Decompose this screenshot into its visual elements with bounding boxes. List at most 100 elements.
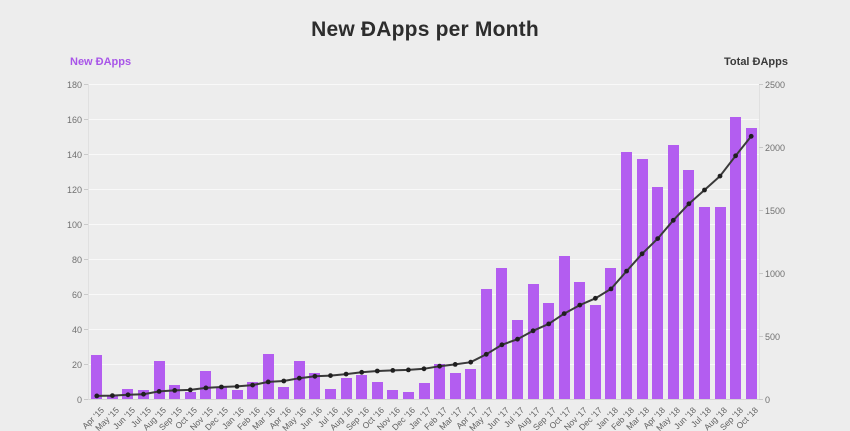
line-point[interactable]: Aug '17: 541 [530,328,536,334]
gridline [89,294,759,295]
gridline [89,154,759,155]
line-point[interactable]: Jun '17: 430 [499,342,505,348]
bar[interactable] [496,267,508,399]
line-point[interactable]: May '17: 355 [483,351,489,357]
bar[interactable] [278,386,290,399]
bar[interactable] [589,304,601,399]
line-point[interactable]: Jul '17: 475 [515,336,520,342]
line-point[interactable]: Nov '17: 745 [577,302,583,308]
right-axis-tick-label: 0 [765,395,771,405]
line-point[interactable]: Nov '16: 227 [390,368,396,373]
line-point[interactable]: Aug '16: 198 [343,371,349,377]
line-point[interactable]: Jun '16: 180 [312,373,318,379]
line-point[interactable]: May '18: 1418 [670,217,676,223]
bar[interactable] [340,378,352,399]
bar[interactable] [309,372,321,399]
bar[interactable] [449,372,461,399]
line-point[interactable]: Dec '17: 799 [593,295,598,301]
bar[interactable] [184,392,196,399]
left-axis-tickmark [84,399,88,400]
bar[interactable] [698,206,710,399]
bar[interactable] [667,145,679,399]
line-point[interactable]: Feb '16: 110 [250,382,256,388]
line-point[interactable]: Dec '16: 231 [406,367,411,373]
bar[interactable] [714,206,726,399]
left-axis-tick-label: 120 [66,185,82,195]
bar[interactable] [480,288,492,399]
bar[interactable] [543,302,555,399]
bar[interactable] [371,381,383,399]
bar[interactable] [215,386,227,399]
bar[interactable] [574,281,586,399]
bar[interactable] [652,187,664,399]
left-axis-tickmark [84,119,88,120]
line-point[interactable]: Sep '17: 596 [546,321,552,327]
line-point[interactable]: Jul '16: 186 [328,373,333,378]
line-point[interactable]: Oct '16: 222 [374,368,380,374]
line-point[interactable]: Jun '15: 33 [125,392,131,398]
bar[interactable] [418,383,430,399]
line-point[interactable]: Aug '18: 1769 [717,173,723,179]
bar[interactable] [683,169,695,399]
bar[interactable] [356,374,368,399]
bar[interactable] [325,388,336,399]
line-point[interactable]: Sep '18: 1930 [733,153,738,159]
right-axis-tick-label: 2000 [765,143,786,153]
bar[interactable] [636,159,648,399]
line-point[interactable]: Jul '18: 1659 [702,187,707,193]
line-point[interactable]: Jan '17: 240 [421,366,427,372]
bar[interactable] [231,390,243,399]
line-point[interactable]: Dec '15: 95 [219,384,224,390]
bar[interactable] [730,117,742,399]
bar[interactable] [527,283,539,399]
gridline [89,189,759,190]
left-axis-tickmark [84,154,88,155]
line-point[interactable]: Nov '15: 88 [203,385,209,391]
bar[interactable] [434,364,446,399]
line-point[interactable]: Apr '17: 292 [468,359,474,365]
line-point[interactable]: Sep '15: 68 [172,388,178,393]
line-point[interactable]: Apr '18: 1273 [655,236,661,242]
gridline [89,259,759,260]
line-point[interactable]: Apr '16: 143 [281,378,287,384]
bar[interactable] [91,355,103,399]
line-point[interactable]: Feb '18: 1015 [624,268,629,274]
line-point[interactable]: Aug '15: 60 [156,389,162,394]
line-point[interactable]: May '16: 165 [296,375,302,381]
bar[interactable] [402,392,414,399]
left-axis-tick-label: 80 [71,255,82,265]
line-point[interactable]: Jan '18: 874 [608,286,614,292]
bar[interactable] [465,369,477,399]
line-point[interactable]: Jan '16: 100 [234,384,240,389]
right-axis-tick-label: 1000 [765,269,786,279]
line-point[interactable]: Jul '15: 38 [141,391,146,397]
line-point[interactable]: Oct '18: 2085 [748,133,754,139]
line-point[interactable]: Jun '18: 1549 [686,201,692,207]
left-axis-tickmark [84,259,88,260]
bar[interactable] [745,127,757,399]
bar[interactable] [247,381,259,399]
line-point[interactable]: Apr '15: 25 [94,393,100,399]
bar[interactable] [621,152,633,399]
right-axis-tickmark [759,399,763,400]
bar[interactable] [387,390,399,399]
line-point[interactable]: Mar '17: 275 [452,362,458,367]
bar[interactable] [558,255,570,399]
line-point[interactable]: Oct '15: 72 [187,387,193,393]
left-axis-tickmark [84,329,88,330]
bar[interactable] [511,320,523,399]
line-point[interactable]: Feb '17: 260 [437,363,442,369]
line-point[interactable]: Mar '18: 1152 [639,251,645,257]
bar[interactable] [153,360,165,399]
bar[interactable] [262,353,274,399]
line-point[interactable]: May '15: 27 [110,393,115,398]
left-axis-tickmark [84,224,88,225]
left-axis-tick-label: 140 [66,150,82,160]
left-axis-tick-label: 180 [66,80,82,90]
line-point[interactable]: Mar '16: 136 [265,379,271,385]
line-point[interactable]: Oct '17: 678 [561,311,567,316]
line-point[interactable]: Sep '16: 212 [359,369,365,375]
bar[interactable] [200,371,212,399]
bar[interactable] [605,267,617,399]
